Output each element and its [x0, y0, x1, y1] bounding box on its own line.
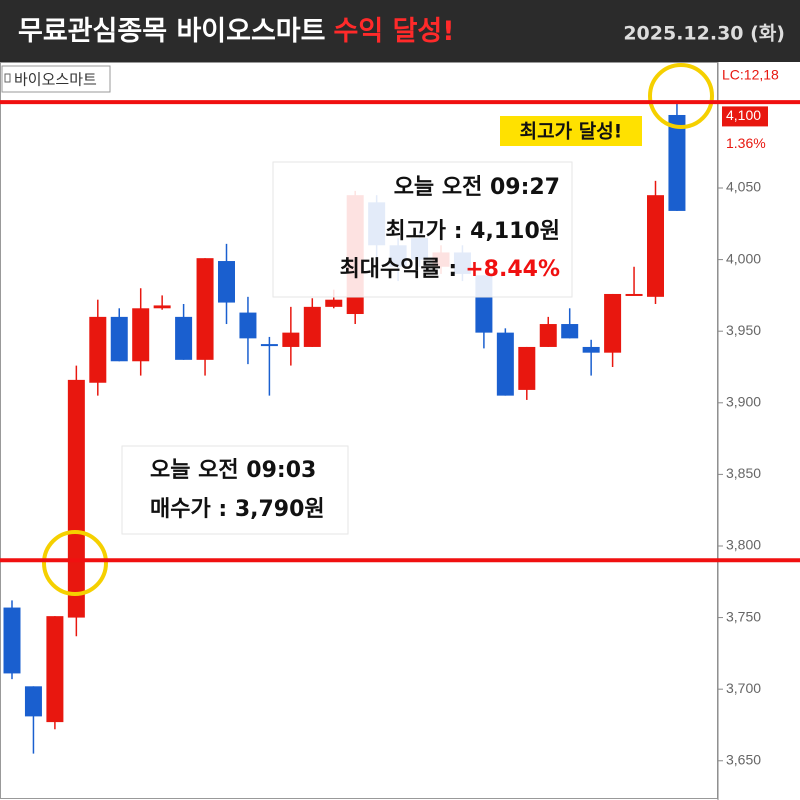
header-bar: [0, 0, 800, 62]
peak-label-bg: [500, 116, 642, 146]
candle-body: [132, 308, 150, 362]
y-tick-label: 4,000: [726, 250, 761, 266]
annotation-price: 최고가 : 4,110원: [385, 219, 560, 244]
y-tick-label: 3,650: [726, 751, 761, 767]
candle-body: [303, 306, 321, 347]
price-marker-label: 4,100: [726, 107, 761, 123]
annotation-time: 오늘 오전 09:03: [150, 458, 316, 483]
candle-body: [561, 324, 579, 339]
annotation-price: 매수가 : 3,790원: [150, 497, 325, 522]
candle-body: [218, 261, 235, 303]
change-label: 1.36%: [726, 135, 766, 151]
candle-body: [518, 346, 536, 390]
title-highlight: 수익 달성!: [333, 16, 454, 47]
overlay: 오늘 오전 09:27 최고가 : 4,110원 최대수익률 : +8.44% 오…: [0, 63, 800, 596]
header-date: 2025.12.30 (화): [623, 23, 785, 45]
candle-body: [110, 316, 128, 362]
return-label: 최대수익률 :: [340, 257, 458, 282]
y-tick-label: 3,700: [726, 680, 761, 696]
y-tick-label: 3,800: [726, 537, 761, 553]
annotation-box: [121, 445, 349, 535]
candle-body: [175, 316, 193, 360]
candle-body: [604, 293, 622, 353]
y-tick-label: 4,050: [726, 179, 761, 195]
price-marker: [722, 106, 768, 127]
candle-body: [647, 195, 664, 297]
lc-label: LC:12,18: [722, 67, 779, 83]
candle-body: [625, 293, 643, 296]
tab-icon: [4, 73, 11, 83]
candle-body: [153, 305, 171, 309]
candle-body: [282, 332, 300, 347]
candle-body: [46, 616, 64, 723]
y-tick-label: 3,850: [726, 465, 761, 481]
candle-body: [260, 344, 278, 347]
candle-body: [24, 686, 42, 717]
candle-body: [325, 299, 343, 307]
peak-label: 최고가 달성!: [520, 121, 623, 143]
annotation-box: [272, 161, 573, 298]
candle-body: [67, 379, 85, 618]
candle-body: [196, 258, 214, 360]
candle-body: [3, 607, 21, 674]
highlight-circle: [42, 530, 108, 596]
return-value: +8.44%: [465, 257, 560, 282]
y-tick-label: 3,750: [726, 608, 761, 624]
symbol-name: 바이오스마트: [14, 71, 97, 89]
y-tick-label: 3,900: [726, 393, 761, 409]
candle-body: [89, 316, 107, 383]
candle-body: [582, 346, 600, 353]
header-title: 무료관심종목 바이오스마트 수익 달성!: [18, 16, 455, 47]
highlight-circle: [648, 63, 714, 129]
candle-body: [239, 312, 257, 339]
candle-body: [496, 332, 514, 396]
annotation-return: 최대수익률 : +8.44%: [340, 257, 560, 282]
annotation-time: 오늘 오전 09:27: [394, 175, 560, 200]
candle-body: [668, 114, 686, 211]
y-tick-label: 3,950: [726, 322, 761, 338]
title-text: 무료관심종목 바이오스마트: [18, 16, 325, 47]
symbol-tab: [1, 65, 111, 93]
candle-body: [539, 324, 557, 347]
